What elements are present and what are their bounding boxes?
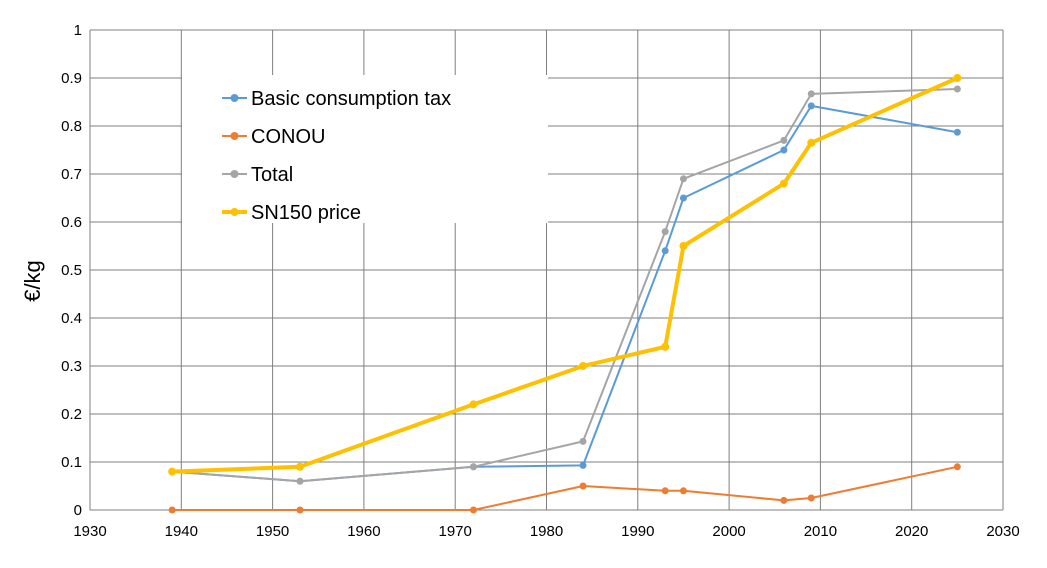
data-point [579, 437, 587, 445]
x-tick-label: 2030 [986, 523, 1019, 540]
data-point [780, 496, 788, 504]
legend-marker [230, 132, 239, 140]
x-tick-label: 1990 [621, 523, 654, 540]
x-tick-label: 1950 [256, 523, 289, 540]
legend-marker [230, 94, 239, 102]
data-point [469, 400, 478, 409]
data-point [579, 482, 587, 490]
legend-label: SN150 price [251, 202, 361, 224]
y-tick-label: 0 [74, 502, 82, 519]
x-tick-label: 2010 [804, 523, 837, 540]
series-line [171, 465, 959, 511]
data-point [679, 175, 687, 183]
data-point [168, 506, 176, 514]
series-layer [168, 74, 962, 514]
data-point [679, 487, 687, 495]
y-tick-label: 0.6 [61, 214, 82, 231]
y-tick-label: 0.1 [61, 454, 82, 471]
y-tick-label: 0.9 [61, 70, 82, 87]
data-point [469, 506, 477, 514]
data-point [296, 506, 304, 514]
y-tick-label: 0.7 [61, 166, 82, 183]
legend-label: Basic consumption tax [251, 88, 451, 110]
data-point [679, 194, 687, 202]
data-point [661, 228, 669, 236]
x-tick-label: 1970 [439, 523, 472, 540]
legend: Basic consumption tax CONOU Total SN150 pri… [182, 75, 548, 224]
y-tick-label: 0.4 [61, 310, 82, 327]
legend-label: CONOU [251, 126, 325, 148]
data-point [807, 494, 815, 502]
data-point [953, 74, 962, 82]
y-axis-label: €/kg [20, 260, 45, 302]
x-tick-label: 2000 [712, 523, 745, 540]
x-tick-label: 2020 [895, 523, 928, 540]
legend-box [182, 75, 548, 223]
x-tick-label: 1940 [165, 523, 198, 540]
data-point [779, 179, 788, 188]
y-tick-label: 0.2 [61, 406, 82, 423]
legend-marker [230, 208, 239, 216]
data-point [953, 463, 961, 471]
data-point [295, 462, 304, 471]
data-point [469, 463, 477, 471]
legend-label: Total [251, 164, 293, 186]
x-tick-label: 1930 [73, 523, 106, 540]
y-tick-label: 0.3 [61, 358, 82, 375]
data-point [296, 477, 304, 485]
data-point [168, 467, 177, 476]
series-conou [168, 463, 961, 514]
data-point [579, 362, 588, 370]
x-tick-label: 1980 [530, 523, 563, 540]
data-point [780, 136, 788, 144]
series-sn150-price [168, 74, 962, 476]
data-point [953, 128, 961, 136]
data-point [661, 342, 670, 351]
y-tick-label: 0.5 [61, 262, 82, 279]
x-tick-label: 1960 [347, 523, 380, 540]
data-point [807, 102, 815, 110]
data-point [807, 90, 815, 98]
data-point [661, 247, 669, 255]
y-tick-label: 0.8 [61, 118, 82, 135]
tick-labels: 1930 1940 1950 1960 1970 1980 1990 2000 2010 2020… [61, 22, 1020, 540]
legend-marker [230, 170, 239, 178]
data-point [661, 487, 669, 495]
data-point [807, 138, 816, 147]
data-point [579, 461, 587, 469]
data-point [953, 85, 961, 93]
y-tick-label: 1 [74, 22, 82, 39]
data-point [679, 242, 688, 250]
data-point [780, 146, 788, 154]
